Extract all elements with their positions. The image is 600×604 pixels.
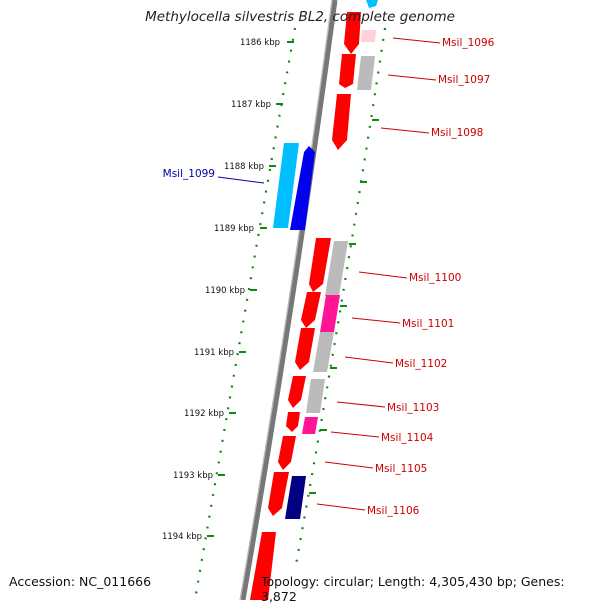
gene-arrow[interactable] [286, 412, 300, 432]
gene-block[interactable] [320, 295, 340, 332]
tick-label: 1188 kbp [224, 162, 264, 172]
gene-label[interactable]: Msil_1103 [387, 402, 439, 414]
gene-leader-lines [217, 37, 441, 511]
backbone-highlight [239, 0, 333, 601]
gene-arrow[interactable] [332, 94, 351, 150]
tick-marks [207, 41, 379, 537]
gene-label[interactable]: Msil_1096 [442, 37, 495, 49]
tick-label: 1193 kbp [173, 471, 213, 481]
leader-line [387, 74, 437, 81]
leader-line [330, 431, 380, 438]
gene-arrow[interactable] [344, 12, 361, 54]
leader-line [392, 37, 441, 44]
tick-label: 1186 kbp [240, 38, 280, 48]
gene-features [250, 0, 378, 600]
gene-arrow[interactable] [278, 436, 296, 470]
gene-block[interactable] [302, 417, 318, 434]
gene-arrow[interactable] [339, 54, 356, 88]
gene-arrow[interactable] [288, 376, 306, 408]
gene-label[interactable]: Msil_1104 [381, 432, 434, 444]
tick-labels: 1186 kbp 1187 kbp 1188 kbp 1189 kbp 1190… [162, 38, 280, 542]
gene-block[interactable] [306, 379, 325, 413]
leader-line [344, 356, 394, 364]
leader-line [358, 271, 408, 279]
tick-label: 1192 kbp [184, 409, 224, 419]
gene-arrow[interactable] [268, 472, 289, 516]
genome-title: Methylocella silvestris BL2, complete ge… [145, 9, 455, 25]
gene-label[interactable]: Msil_1099 [163, 168, 215, 180]
gene-labels: Msil_1096 Msil_1097 Msil_1098 Msil_1099 … [163, 37, 495, 517]
gene-arrow[interactable] [366, 0, 378, 8]
gene-label[interactable]: Msil_1100 [409, 272, 461, 284]
leader-line [217, 176, 265, 184]
leader-line [336, 401, 386, 408]
tick-label: 1187 kbp [231, 100, 271, 110]
gene-block[interactable] [285, 476, 306, 519]
leader-line [351, 317, 401, 324]
gene-arrow[interactable] [290, 146, 315, 230]
tick-label: 1194 kbp [162, 532, 202, 542]
gene-arrow[interactable] [250, 532, 276, 600]
gene-arrow[interactable] [295, 328, 315, 370]
gene-label[interactable]: Msil_1106 [367, 505, 420, 517]
gene-label[interactable]: Msil_1102 [395, 358, 447, 370]
tick-label: 1190 kbp [205, 286, 245, 296]
leader-line [316, 503, 366, 511]
gene-label[interactable]: Msil_1098 [431, 127, 483, 139]
gene-label[interactable]: Msil_1105 [375, 463, 427, 475]
gene-label[interactable]: Msil_1101 [402, 318, 454, 330]
scale-line-left [193, 27, 297, 601]
accession-text: Accession: NC_011666 [9, 574, 152, 589]
genome-backbone [240, 0, 338, 601]
gene-block[interactable] [313, 332, 334, 372]
gene-block[interactable] [325, 241, 348, 296]
scale-line-right [293, 27, 387, 571]
leader-line [324, 461, 374, 469]
gene-block[interactable] [361, 30, 376, 42]
gene-arrow[interactable] [309, 238, 331, 292]
tick-label: 1189 kbp [214, 224, 254, 234]
gene-block[interactable] [273, 143, 299, 228]
gene-arrow[interactable] [301, 292, 321, 328]
tick-label: 1191 kbp [194, 348, 234, 358]
gene-label[interactable]: Msil_1097 [438, 74, 490, 86]
leader-line [380, 127, 430, 134]
gene-block[interactable] [357, 56, 375, 90]
